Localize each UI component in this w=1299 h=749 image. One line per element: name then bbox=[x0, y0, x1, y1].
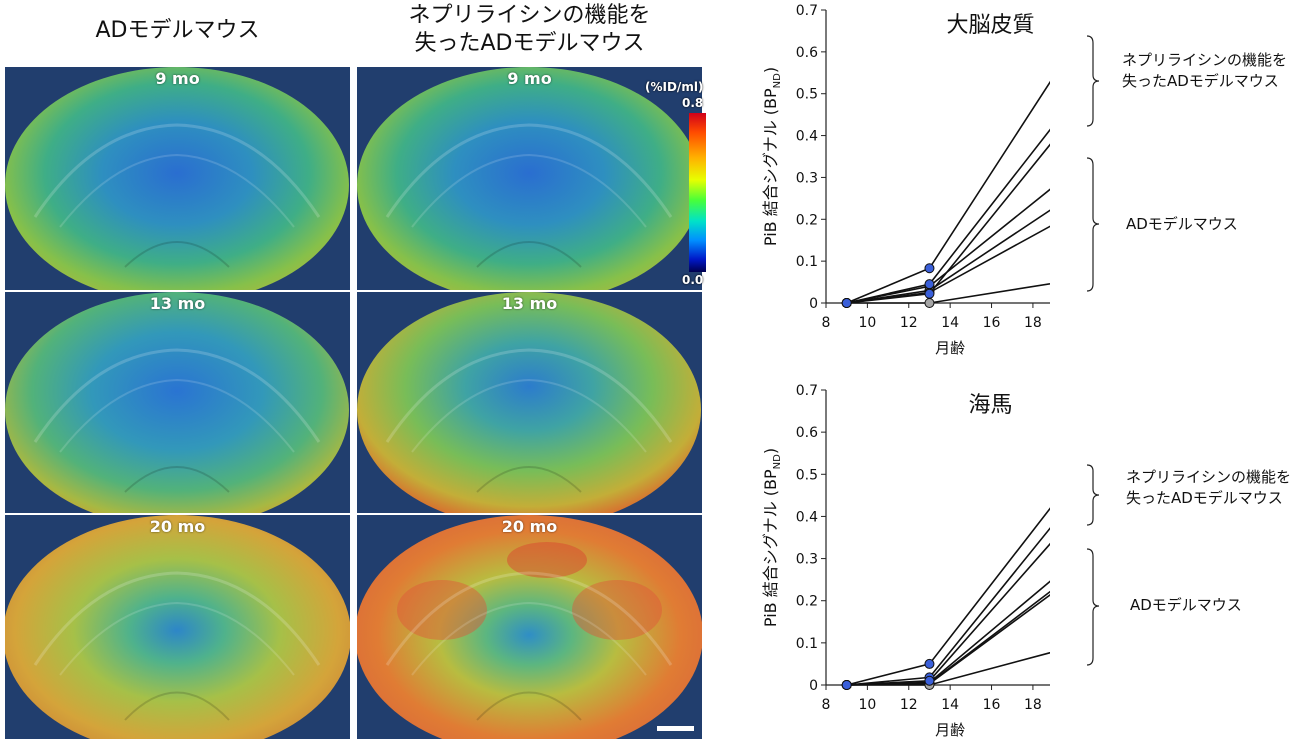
y-tick-label: 0 bbox=[809, 296, 818, 312]
x-tick-label: 14 bbox=[941, 315, 959, 331]
chart-title: 大脳皮質 bbox=[946, 13, 1034, 38]
data-point bbox=[924, 298, 935, 308]
y-tick-label: 0.5 bbox=[796, 87, 818, 103]
y-tick-label: 0.6 bbox=[796, 425, 818, 441]
colorbar-min: 0.0 bbox=[682, 273, 704, 287]
annotation-line: ネプリライシンの機能を bbox=[1122, 51, 1288, 69]
y-tick-label: 0.6 bbox=[796, 45, 818, 61]
x-tick-label: 10 bbox=[858, 697, 876, 713]
brain-image-ad-20mo: 20 mo bbox=[5, 515, 350, 739]
annotation-line: ネプリライシンの機能を bbox=[1126, 468, 1292, 486]
series-line bbox=[846, 80, 1050, 304]
x-tick-label: 14 bbox=[941, 697, 959, 713]
brain-image-ad-9mo: 9 mo bbox=[5, 67, 350, 290]
colorbar-unit: (%ID/ml) bbox=[645, 80, 704, 94]
y-tick-label: 0.7 bbox=[796, 383, 818, 399]
x-tick-label: 18 bbox=[1024, 315, 1042, 331]
bracket-ko-hippocampus bbox=[1086, 464, 1100, 526]
annotation-ad-hippocampus: ADモデルマウス bbox=[1130, 596, 1242, 614]
column-title-neprilysin-ko: ネプリライシンの機能を 失ったADモデルマウス bbox=[357, 2, 702, 58]
data-point bbox=[841, 298, 852, 308]
annotation-ko-hippocampus: ネプリライシンの機能を 失ったADモデルマウス bbox=[1126, 467, 1291, 509]
y-tick-label: 0 bbox=[809, 678, 818, 694]
x-axis-label: 月齢 bbox=[935, 721, 965, 739]
x-tick-label: 8 bbox=[822, 697, 831, 713]
y-tick-label: 0.2 bbox=[796, 212, 818, 228]
series-line bbox=[846, 143, 1050, 304]
y-tick-label: 0.1 bbox=[796, 254, 818, 270]
chart-title: 海馬 bbox=[968, 393, 1012, 418]
chart-hippocampus: 00.10.20.30.40.50.60.78101214161820海馬月齢P… bbox=[761, 383, 1050, 739]
series-line bbox=[846, 209, 1050, 304]
annotation-line: 失ったADモデルマウス bbox=[1122, 72, 1279, 90]
brain-image-ad-13mo: 13 mo bbox=[5, 292, 350, 513]
colorbar bbox=[689, 113, 706, 272]
y-axis-label: PiB 結合シグナル (BPND) bbox=[761, 448, 783, 627]
age-label: 20 mo bbox=[149, 517, 206, 536]
x-tick-label: 10 bbox=[858, 315, 876, 331]
brain-image-ko-20mo: 20 mo bbox=[357, 515, 702, 739]
data-point bbox=[924, 658, 935, 669]
colorbar-max: 0.8 bbox=[682, 96, 704, 110]
y-tick-label: 0.7 bbox=[796, 3, 818, 19]
column-title-line1: ネプリライシンの機能を bbox=[408, 3, 651, 28]
x-tick-label: 16 bbox=[983, 315, 1001, 331]
scale-bar bbox=[657, 726, 694, 731]
bracket-ad-cortex bbox=[1086, 157, 1100, 292]
data-point bbox=[924, 263, 935, 274]
y-tick-label: 0.3 bbox=[796, 170, 818, 186]
brain-image-ko-13mo: 13 mo bbox=[357, 292, 702, 513]
x-tick-label: 12 bbox=[900, 697, 918, 713]
y-tick-label: 0.1 bbox=[796, 636, 818, 652]
age-label: 9 mo bbox=[507, 69, 552, 88]
x-tick-label: 16 bbox=[983, 697, 1001, 713]
y-tick-label: 0.3 bbox=[796, 552, 818, 568]
series-line bbox=[846, 590, 1050, 686]
column-title-line2: 失ったADモデルマウス bbox=[414, 31, 645, 56]
column-title-ad-mouse: ADモデルマウス bbox=[95, 18, 260, 43]
x-tick-label: 18 bbox=[1024, 697, 1042, 713]
x-axis-label: 月齢 bbox=[935, 339, 965, 357]
bracket-ko-cortex bbox=[1086, 35, 1100, 127]
y-tick-label: 0.5 bbox=[796, 467, 818, 483]
y-axis-label: PiB 結合シグナル (BPND) bbox=[761, 67, 783, 246]
x-tick-label: 12 bbox=[900, 315, 918, 331]
annotation-ko-cortex: ネプリライシンの機能を 失ったADモデルマウス bbox=[1122, 50, 1287, 92]
brain-image-ko-9mo: 9 mo bbox=[357, 67, 702, 290]
age-label: 13 mo bbox=[501, 294, 558, 313]
series-line bbox=[846, 527, 1050, 686]
age-label: 13 mo bbox=[149, 294, 206, 313]
y-tick-label: 0.4 bbox=[796, 509, 818, 525]
age-label: 9 mo bbox=[155, 69, 200, 88]
data-point bbox=[841, 680, 852, 690]
annotation-line: 失ったADモデルマウス bbox=[1126, 489, 1283, 507]
chart-cortex: 00.10.20.30.40.50.60.78101214161820大脳皮質月… bbox=[761, 3, 1050, 357]
series-line bbox=[846, 542, 1050, 686]
y-tick-label: 0.2 bbox=[796, 594, 818, 610]
age-label: 20 mo bbox=[501, 517, 558, 536]
x-tick-label: 8 bbox=[822, 315, 831, 331]
data-point bbox=[924, 288, 935, 299]
annotation-ad-cortex: ADモデルマウス bbox=[1126, 215, 1238, 233]
data-point bbox=[924, 675, 935, 686]
y-tick-label: 0.4 bbox=[796, 129, 818, 145]
bracket-ad-hippocampus bbox=[1086, 548, 1100, 666]
data-point bbox=[924, 279, 935, 290]
